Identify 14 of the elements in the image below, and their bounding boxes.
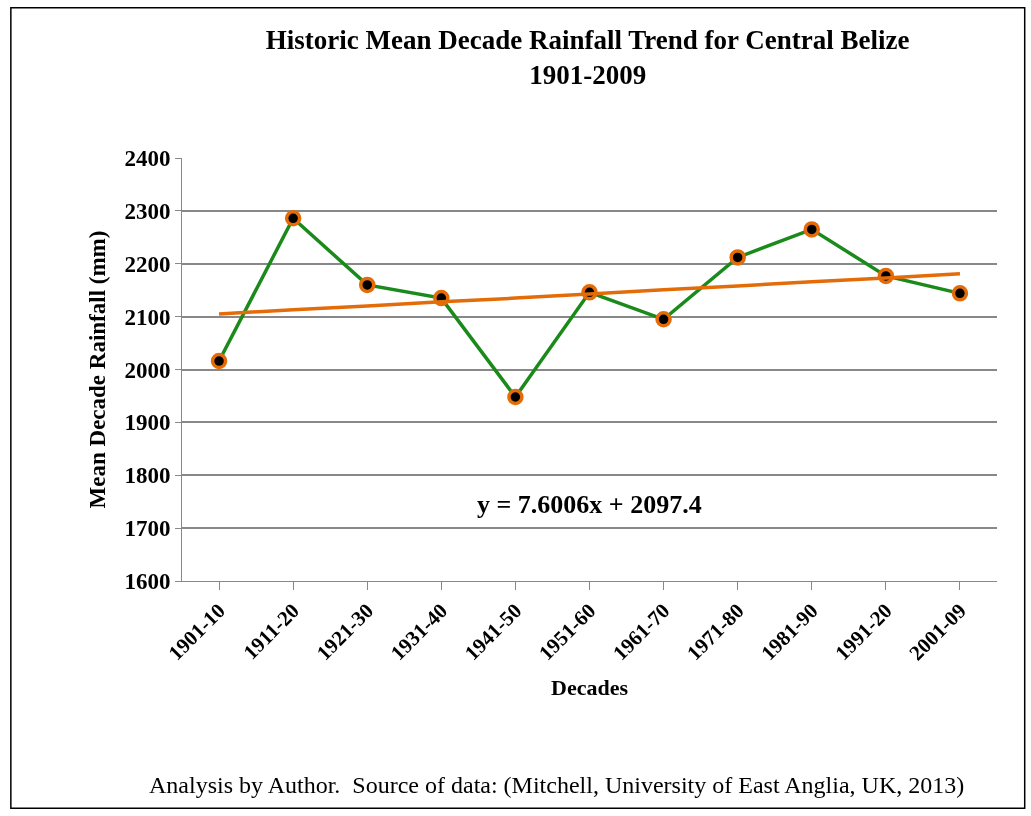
- y-tick-label: 2100: [124, 304, 171, 330]
- text: Analysis by Author. Source of data: (Mitchell, University of East Anglia, UK, 2013): [149, 772, 965, 798]
- y-tick-label: 1700: [124, 516, 171, 542]
- annotation: y = 7.6006x + 2097.4: [477, 490, 702, 519]
- y-axis-title: Mean Decade Rainfall (mm): [84, 230, 110, 509]
- y-tick-label: 2300: [124, 198, 171, 224]
- y-tick-label: 2000: [124, 357, 171, 383]
- y-tick-label: 1900: [124, 410, 171, 436]
- x-axis-title: Decades: [551, 675, 629, 701]
- chart-title: Historic Mean Decade Rainfall Trend for Central Belize 1901-2009: [265, 24, 910, 91]
- y-tick-label: 1600: [124, 569, 171, 595]
- y-tick-label: 2200: [124, 251, 171, 277]
- y-tick-label: 1800: [124, 463, 171, 489]
- y-tick-label: 2400: [124, 146, 171, 172]
